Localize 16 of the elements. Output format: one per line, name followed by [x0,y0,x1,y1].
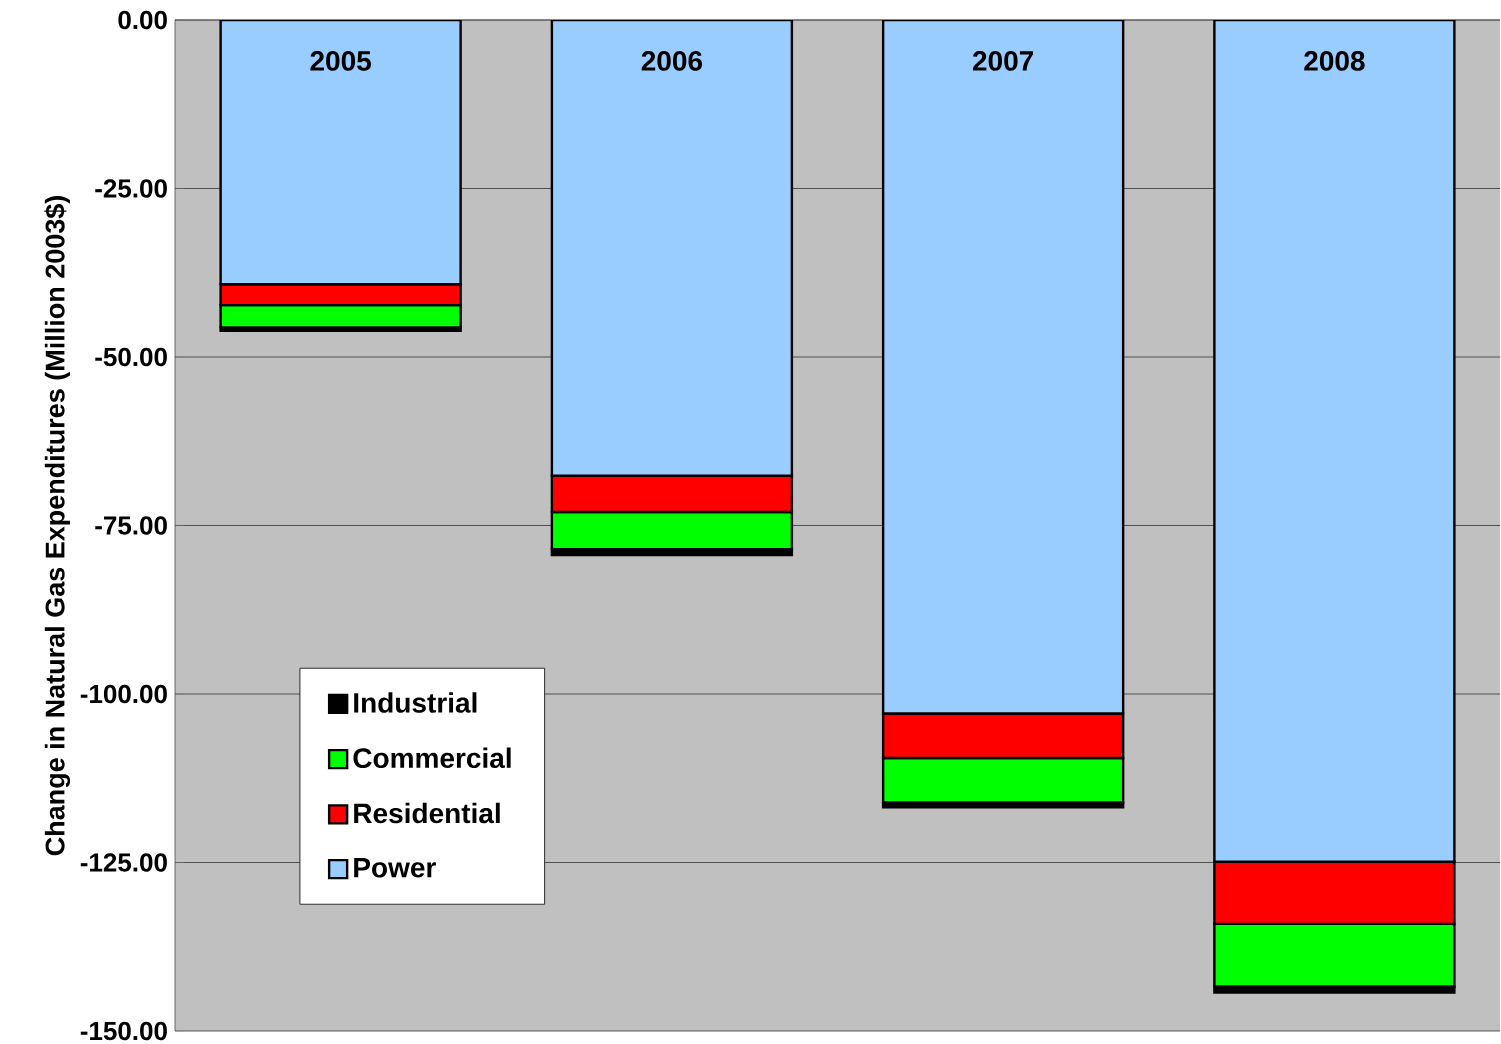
y-tick-label: -50.00 [95,347,167,367]
x-tick-label: 2008 [1304,51,1365,71]
legend-label: Commercial [353,747,511,769]
y-tick-label: -125.00 [80,853,167,872]
x-tick-label: 2006 [641,51,702,71]
x-tick-label: 2007 [972,51,1034,71]
legend-label: Industrial [354,692,477,713]
legend-label: Power [354,858,436,878]
y-tick-label: -100.00 [80,684,167,704]
y-tick-label: -25.00 [95,179,167,198]
y-tick-label: 0.00 [118,10,167,30]
x-tick-label: 2005 [310,51,371,71]
y-tick-label: -75.00 [95,516,167,535]
y-axis-title: Change in Natural Gas Expenditures (Million 2003$) [44,196,71,856]
y-tick-label: -150.00 [80,1021,167,1041]
legend-label: Residential [354,802,500,824]
